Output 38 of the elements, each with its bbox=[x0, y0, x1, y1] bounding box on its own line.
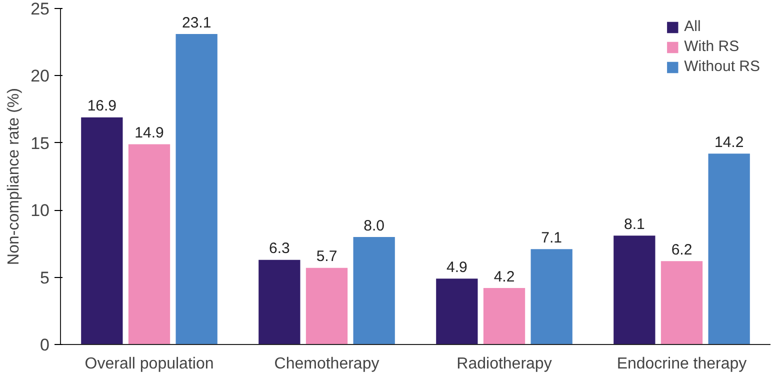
data-label: 4.9 bbox=[446, 258, 468, 276]
data-label: 5.7 bbox=[316, 248, 338, 266]
bar bbox=[128, 144, 170, 344]
x-tick-label: Chemotherapy bbox=[274, 356, 380, 372]
bar bbox=[353, 236, 395, 344]
data-label: 6.3 bbox=[268, 240, 290, 258]
data-label: 7.1 bbox=[541, 229, 562, 246]
bar bbox=[614, 236, 656, 344]
bar bbox=[258, 260, 300, 344]
data-label: 23.1 bbox=[182, 14, 212, 32]
bar bbox=[483, 288, 526, 344]
x-tick-label: Endocrine therapy bbox=[616, 356, 747, 372]
bar bbox=[708, 154, 750, 344]
x-tick-label: Radiotherapy bbox=[456, 356, 552, 372]
bar bbox=[306, 268, 348, 344]
y-axis-title: Non-compliance rate (%) bbox=[6, 88, 23, 265]
data-label: 4.2 bbox=[494, 268, 515, 286]
legend-label: All bbox=[684, 18, 702, 35]
bar bbox=[530, 249, 572, 344]
legend-label: Without RS bbox=[684, 58, 760, 75]
data-label: 8.1 bbox=[624, 216, 645, 233]
bar bbox=[176, 34, 218, 344]
bar bbox=[81, 117, 123, 344]
y-tick-label: 0 bbox=[40, 336, 50, 354]
y-tick-label: 5 bbox=[40, 268, 50, 288]
legend-label: With RS bbox=[684, 38, 740, 55]
bar bbox=[436, 278, 478, 344]
data-label: 14.9 bbox=[134, 124, 164, 142]
bar bbox=[660, 261, 703, 344]
y-tick-label: 15 bbox=[30, 134, 50, 153]
data-label: 16.9 bbox=[87, 98, 117, 115]
x-tick-label: Overall population bbox=[84, 356, 214, 372]
data-label: 6.2 bbox=[671, 241, 692, 258]
data-label: 14.2 bbox=[714, 134, 744, 151]
y-tick-label: 25 bbox=[30, 0, 50, 18]
y-tick-label: 10 bbox=[30, 201, 50, 220]
y-tick-label: 20 bbox=[30, 66, 50, 86]
data-label: 8.0 bbox=[364, 217, 385, 234]
